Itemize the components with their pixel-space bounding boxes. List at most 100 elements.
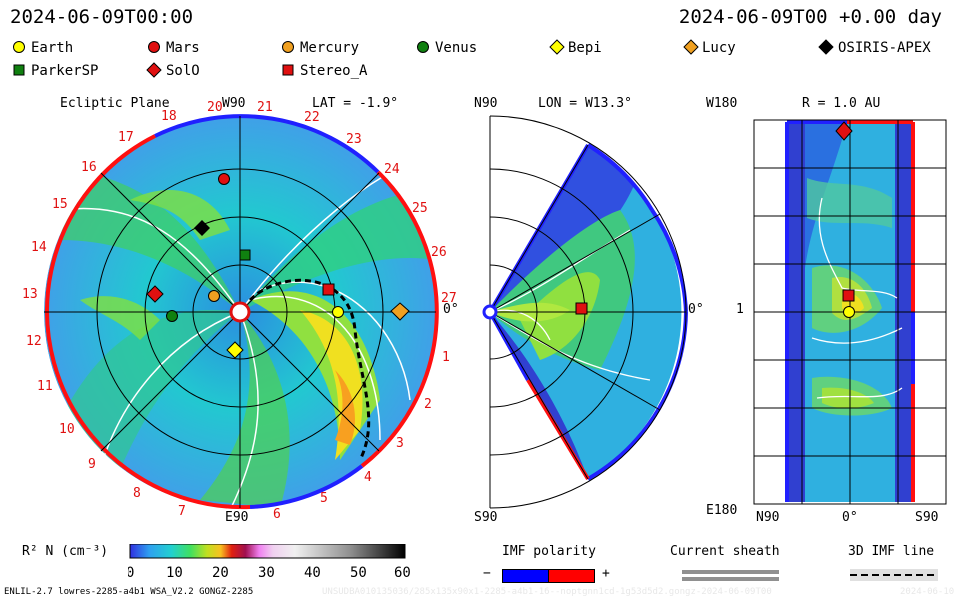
radial-x-label-s90: S90 [915, 510, 939, 525]
earth-marker-icon [332, 306, 344, 318]
tick-label: 16 [81, 160, 97, 175]
lucy-marker-icon [390, 302, 410, 321]
tick-label: 20 [207, 100, 223, 115]
solo-marker-icon [146, 285, 164, 303]
osiris-apex-marker-icon [818, 39, 834, 55]
object-legend: Earth Mars Mercury Venus Bepi Lucy OSIRI… [13, 39, 931, 79]
parkersp-marker-icon [13, 64, 25, 76]
mars-marker-icon [218, 173, 230, 185]
imf-negative-swatch [502, 569, 550, 583]
legend-solo: SolO [146, 62, 200, 79]
stereo-a-marker-icon [575, 302, 588, 315]
tick-label: 7 [178, 504, 186, 519]
solo-marker-icon [146, 62, 162, 78]
meridional-right-label: 0° [688, 302, 704, 317]
tick-label: 9 [88, 457, 96, 472]
legend-bepi: Bepi [549, 39, 602, 56]
meridional-bottom-label: S90 [474, 510, 498, 525]
tick-label: 22 [304, 110, 320, 125]
ecliptic-title: Ecliptic Plane [60, 96, 170, 111]
tick-label: 10 [59, 422, 75, 437]
tick-label: 11 [37, 379, 53, 394]
tick-label: 27 [441, 291, 457, 306]
tick-label: 3 [396, 436, 404, 451]
ecliptic-tick-labels: 20 21 22 23 24 25 26 27 1 2 3 4 5 6 7 8 … [22, 100, 457, 522]
radial-x-label-n90: N90 [756, 510, 780, 525]
legend-stereo-a: Stereo_A [282, 63, 368, 79]
sun-icon [229, 301, 251, 323]
mercury-marker-icon [208, 290, 220, 302]
ecliptic-plane-plot: 20 21 22 23 24 25 26 27 1 2 3 4 5 6 7 8 … [22, 100, 457, 522]
header-elapsed: 2024-06-09T00 +0.00 day [678, 6, 942, 28]
ecliptic-right-label: 0° [443, 302, 459, 317]
footer-model: ENLIL-2.7 lowres-2285-a4b1 WSA_V2.2 GONG… [4, 587, 254, 597]
tick-label: 18 [161, 109, 177, 124]
radial-left-label: 1 [736, 302, 744, 317]
tick-label: 24 [384, 162, 400, 177]
earth-marker-icon [13, 41, 25, 53]
mars-marker-icon [148, 41, 160, 53]
tick-label: 25 [412, 201, 428, 216]
svg-text:OSIRIS-APEX: OSIRIS-APEX [838, 40, 931, 56]
meridional-lon: LON = W13.3° [538, 96, 632, 111]
meridional-top-label: N90 [474, 96, 498, 111]
legend-parkersp: ParkerSP [13, 63, 98, 79]
colorbar-tick: 50 [350, 565, 367, 580]
tick-label: 8 [133, 486, 141, 501]
svg-text:Stereo_A: Stereo_A [300, 63, 368, 79]
stereo-a-marker-icon [282, 64, 294, 76]
stereo-a-marker-icon [842, 289, 855, 302]
meridional-plot [482, 115, 688, 509]
tick-label: 6 [273, 507, 281, 522]
density-colorbar: 0 10 20 30 40 50 60 [128, 544, 410, 580]
bepi-marker-icon [549, 39, 565, 55]
colorbar-label: R² N (cm⁻³) [22, 544, 109, 559]
tick-label: 21 [257, 100, 273, 115]
current-sheath-line-2 [682, 577, 779, 581]
solo-marker-icon [835, 121, 853, 141]
sun-icon [482, 304, 498, 320]
ecliptic-bottom-label: E90 [225, 510, 249, 525]
svg-text:Lucy: Lucy [702, 40, 736, 56]
svg-text:ParkerSP: ParkerSP [31, 63, 98, 79]
meridional-density-field [490, 145, 682, 479]
parkersp-marker-icon [239, 249, 251, 261]
imf3d-title: 3D IMF line [848, 544, 935, 559]
tick-label: 4 [364, 470, 372, 485]
lucy-marker-icon [683, 39, 699, 55]
imf-polarity-title: IMF polarity [502, 544, 596, 559]
legend-mars: Mars [148, 40, 200, 56]
earth-marker-icon [843, 306, 855, 318]
legend-mercury: Mercury [282, 40, 359, 56]
imf-minus-label: − [483, 566, 491, 581]
legend-osiris-apex: OSIRIS-APEX [818, 39, 931, 56]
bepi-marker-icon [226, 341, 244, 359]
imf-plus-label: + [602, 566, 610, 581]
legend-earth: Earth [13, 40, 73, 56]
ecliptic-lat: LAT = -1.9° [312, 96, 399, 111]
footer-stamp: 2024-06-10 [900, 587, 955, 597]
tick-label: 15 [52, 197, 68, 212]
tick-label: 5 [320, 491, 328, 506]
tick-label: 12 [26, 334, 42, 349]
svg-text:Bepi: Bepi [568, 40, 602, 56]
tick-label: 2 [424, 397, 432, 412]
svg-text:Mars: Mars [166, 40, 200, 56]
stereo-a-marker-icon [322, 283, 335, 296]
colorbar-tick: 10 [166, 565, 183, 580]
header-datetime: 2024-06-09T00:00 [10, 6, 194, 28]
mercury-marker-icon [282, 41, 294, 53]
radial-top-label: W180 [706, 96, 738, 111]
tick-label: 23 [346, 132, 362, 147]
colorbar-tick: 0 [128, 565, 134, 580]
imf-positive-swatch [548, 569, 595, 583]
tick-label: 17 [118, 130, 134, 145]
svg-text:Earth: Earth [31, 40, 73, 56]
colorbar-tick: 60 [394, 565, 410, 580]
current-sheath-line [682, 570, 779, 574]
svg-text:Mercury: Mercury [300, 40, 359, 56]
tick-label: 14 [31, 240, 47, 255]
colorbar-tick: 20 [212, 565, 229, 580]
tick-label: 13 [22, 287, 38, 302]
tick-label: 26 [431, 245, 447, 260]
